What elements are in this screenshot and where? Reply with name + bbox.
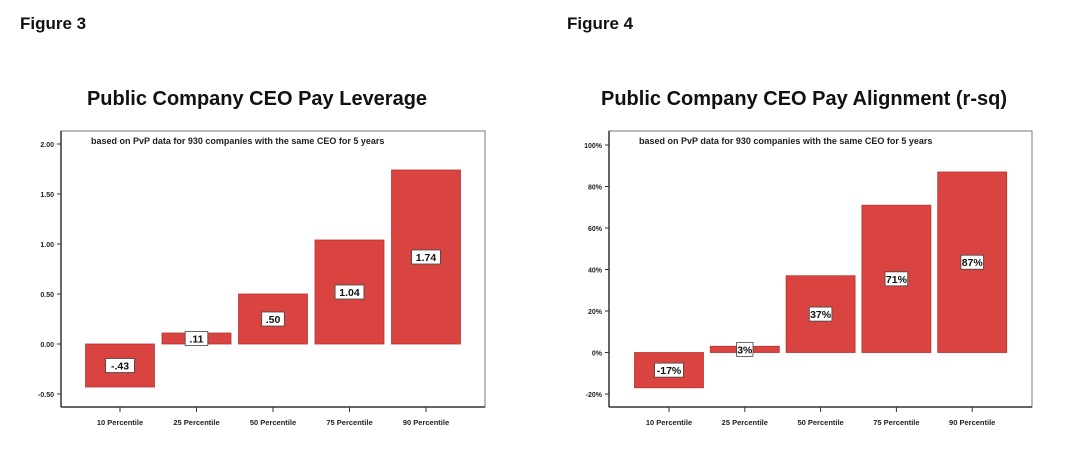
- data-label-box: [184, 331, 209, 346]
- chart-subtitle: based on PvP data for 930 companies with…: [91, 136, 384, 146]
- x-tick-label: 25 Percentile: [722, 418, 768, 427]
- data-label: 1.74: [416, 252, 437, 264]
- x-tick-label: 90 Percentile: [403, 418, 449, 427]
- y-tick-label: 1.50: [40, 192, 54, 199]
- y-tick-label: -0.50: [38, 392, 54, 399]
- data-label: 87%: [962, 257, 984, 269]
- x-tick-label: 75 Percentile: [326, 418, 372, 427]
- y-tick-label: 1.00: [40, 242, 54, 249]
- data-label-box: [960, 254, 984, 270]
- x-tick-label: 50 Percentile: [797, 418, 843, 427]
- data-label-box: [808, 306, 833, 322]
- x-tick-label: 25 Percentile: [173, 418, 219, 427]
- data-label-box: [884, 271, 909, 287]
- y-tick-label: 0.50: [40, 292, 54, 299]
- x-tick-label: 10 Percentile: [97, 418, 143, 427]
- chart-title-leverage: Public Company CEO Pay Leverage: [86, 88, 428, 110]
- data-label: 3%: [737, 344, 753, 356]
- data-label-box: [654, 362, 684, 378]
- data-label-box: [411, 249, 441, 265]
- y-tick-label: 0.00: [40, 342, 54, 349]
- x-tick-label: 50 Percentile: [250, 418, 296, 427]
- data-label-box: [334, 284, 365, 300]
- y-tick-label: 0%: [592, 351, 603, 358]
- y-tick-label: 20%: [588, 309, 603, 316]
- data-label: 1.04: [339, 287, 360, 299]
- y-tick-label: 40%: [588, 268, 603, 275]
- data-label: -17%: [657, 365, 682, 377]
- chart-subtitle: based on PvP data for 930 companies with…: [639, 136, 932, 146]
- y-tick-label: 80%: [588, 185, 603, 192]
- data-label: -.43: [111, 361, 129, 373]
- data-label-box: [105, 358, 135, 373]
- data-label: 71%: [886, 274, 908, 286]
- data-label: .50: [266, 314, 281, 326]
- data-label-box: [736, 341, 754, 357]
- y-tick-label: 100%: [584, 143, 603, 150]
- data-label: 37%: [810, 309, 832, 321]
- x-tick-label: 10 Percentile: [646, 418, 692, 427]
- figure-4-label: Figure 4: [567, 14, 634, 33]
- y-tick-label: 2.00: [40, 142, 54, 149]
- data-label: .11: [189, 334, 203, 346]
- x-tick-label: 90 Percentile: [949, 418, 995, 427]
- x-tick-label: 75 Percentile: [873, 418, 919, 427]
- figure-3-label: Figure 3: [20, 14, 87, 33]
- y-tick-label: -20%: [586, 392, 603, 399]
- data-label-box: [261, 311, 285, 327]
- chart-title-alignment: Public Company CEO Pay Alignment (r-sq): [601, 88, 1007, 110]
- y-tick-label: 60%: [588, 226, 603, 233]
